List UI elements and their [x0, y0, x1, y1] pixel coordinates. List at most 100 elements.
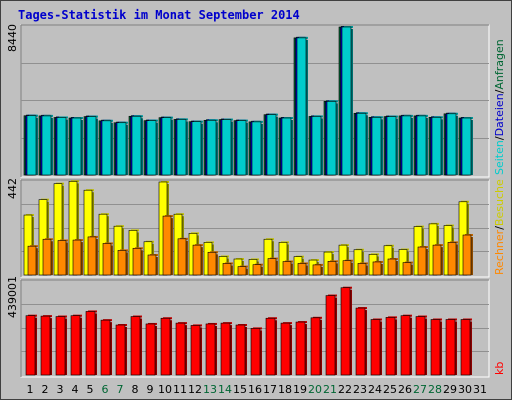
day-label-29: 29: [443, 383, 457, 396]
bar-kb-4-face: [70, 315, 81, 376]
bar-seiten-30-face: [461, 117, 472, 176]
bar-seiten-21-face: [326, 101, 337, 176]
bar-rechner-5-side: [96, 238, 98, 275]
bar-rechner-23: [357, 262, 368, 276]
bar-seiten-29: [446, 112, 458, 176]
bar-seiten-30: [461, 117, 473, 176]
bar-rechner-11-face: [177, 238, 187, 276]
bar-seiten-25-face: [386, 116, 397, 176]
bars: [23, 26, 473, 376]
legend-sep-2: /: [493, 89, 506, 93]
day-label-7: 7: [117, 383, 124, 396]
day-label-22: 22: [338, 383, 352, 396]
y-max-label-bottom: 439001: [6, 276, 19, 318]
bar-seiten-21-side: [336, 103, 338, 175]
bar-rechner-4-face: [72, 239, 82, 276]
bar-kb-3: [55, 315, 67, 376]
bar-kb-18: [280, 322, 292, 376]
bar-kb-10-face: [160, 317, 171, 376]
day-axis: 1 2 3 4 5 6 7 8 9 10 11 12 13 14 15 16 17 18 19 20 21 22 23 24 2…: [27, 383, 488, 396]
bar-rechner-26-face: [402, 262, 412, 276]
bar-rechner-11-side: [186, 240, 188, 275]
legend-dateien: Dateien: [493, 93, 506, 136]
bar-rechner-18-face: [282, 261, 292, 276]
bar-seiten-26-face: [401, 115, 412, 176]
bar-kb-26-side: [410, 317, 412, 375]
bar-rechner-6-side: [111, 245, 113, 275]
bar-kb-27-side: [425, 318, 427, 375]
bar-seiten-23-side: [366, 115, 368, 175]
bar-rechner-3-face: [57, 240, 67, 276]
y-max-label-top: 8440: [6, 24, 19, 52]
bar-rechner-28: [432, 244, 443, 276]
bar-rechner-30-face: [462, 234, 472, 276]
bar-kb-3-face: [55, 316, 66, 376]
bar-kb-17: [265, 317, 277, 376]
bar-kb-18-face: [280, 322, 291, 376]
bar-seiten-9: [146, 119, 158, 176]
bar-kb-9-side: [155, 325, 157, 375]
bar-rechner-24-side: [381, 263, 383, 275]
bar-seiten-6: [101, 119, 113, 176]
bar-rechner-28-side: [441, 247, 443, 275]
bar-kb-9-face: [145, 323, 156, 376]
legend-seiten: Seiten: [493, 140, 506, 175]
bar-rechner-30-side: [471, 237, 473, 275]
bar-kb-19-side: [305, 324, 307, 375]
bar-rechner-14-side: [231, 265, 233, 275]
bar-rechner-30: [462, 234, 473, 276]
bar-kb-23-face: [355, 307, 366, 376]
bar-seiten-23: [356, 112, 368, 176]
bar-rechner-14-face: [222, 263, 232, 276]
bar-seiten-24-face: [371, 117, 382, 176]
day-label-16: 16: [248, 383, 262, 396]
bar-seiten-16-side: [261, 123, 263, 175]
bar-seiten-7: [116, 121, 128, 176]
bar-rechner-10-face: [162, 215, 172, 276]
bar-kb-12-face: [190, 325, 201, 376]
bar-rechner-13-side: [216, 254, 218, 275]
bar-rechner-8: [132, 247, 143, 276]
bar-rechner-9-side: [156, 257, 158, 275]
bar-kb-25-face: [385, 317, 396, 376]
bar-seiten-22: [341, 26, 353, 176]
bar-rechner-23-side: [366, 265, 368, 275]
bar-seiten-8: [131, 115, 143, 176]
bar-seiten-10-side: [171, 119, 173, 175]
day-label-18: 18: [278, 383, 292, 396]
bar-kb-13: [205, 322, 217, 376]
bar-kb-26: [400, 314, 412, 376]
day-label-17: 17: [263, 383, 277, 396]
bar-seiten-18-face: [281, 117, 292, 176]
bar-kb-5-side: [95, 313, 97, 375]
bar-rechner-12-side: [201, 247, 203, 275]
bar-seiten-1-side: [36, 117, 38, 175]
bar-rechner-7-face: [117, 250, 127, 276]
bar-seiten-10: [161, 116, 173, 176]
bar-seiten-26-side: [411, 117, 413, 175]
bar-kb-24: [370, 318, 382, 376]
bar-rechner-6-face: [102, 243, 112, 276]
bar-seiten-3: [56, 116, 68, 176]
bar-seiten-25: [386, 115, 398, 176]
bar-kb-13-face: [205, 323, 216, 376]
bar-seiten-5-face: [86, 116, 97, 176]
bar-seiten-28-face: [431, 117, 442, 176]
bar-rechner-21-face: [327, 261, 337, 276]
bar-kb-16-face: [250, 328, 261, 376]
legend-middle: Rechner/Besuche: [493, 179, 506, 275]
day-label-6: 6: [102, 383, 109, 396]
bar-kb-5-face: [85, 311, 96, 376]
bar-rechner-17-side: [276, 260, 278, 275]
bar-seiten-10-face: [161, 117, 172, 176]
bar-seiten-13-face: [206, 119, 217, 176]
bar-kb-2: [40, 315, 52, 376]
day-label-9: 9: [147, 383, 154, 396]
bar-rechner-9: [147, 254, 158, 276]
bar-kb-3-side: [65, 318, 67, 375]
bar-seiten-28-side: [441, 119, 443, 175]
bar-kb-17-face: [265, 317, 276, 376]
day-label-3: 3: [57, 383, 64, 396]
bar-besuche-3-side: [62, 185, 64, 275]
